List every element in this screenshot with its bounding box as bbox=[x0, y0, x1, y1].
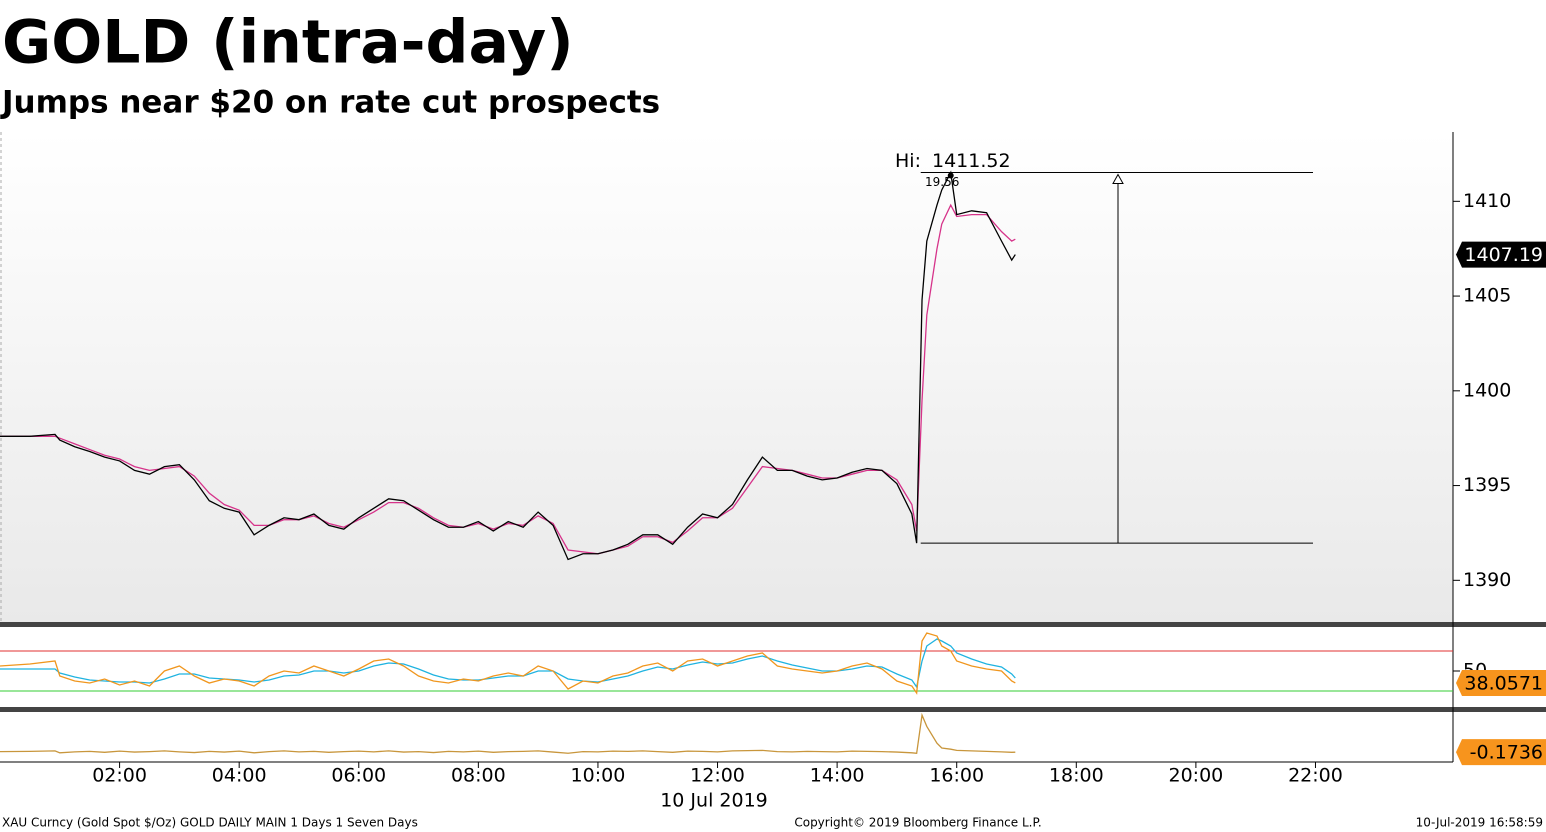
panel-separator bbox=[0, 622, 1546, 627]
series-line bbox=[0, 712, 1016, 754]
y-tick-label: 1390 bbox=[1463, 569, 1511, 591]
series-line bbox=[0, 203, 1016, 555]
chart-title: GOLD (intra-day) bbox=[2, 8, 574, 78]
x-tick-label: 12:00 bbox=[690, 765, 745, 787]
value-tag-label: -0.1736 bbox=[1470, 742, 1543, 764]
x-tick-label: 22:00 bbox=[1288, 765, 1343, 787]
footer-copyright: Copyright© 2019 Bloomberg Finance L.P. bbox=[794, 816, 1041, 830]
x-tick-label: 04:00 bbox=[212, 765, 267, 787]
arrow-head bbox=[1112, 173, 1124, 185]
value-tag-label: 38.0571 bbox=[1464, 672, 1543, 694]
series-line bbox=[0, 638, 1016, 689]
high-label: Hi: bbox=[895, 150, 921, 172]
high-marker bbox=[947, 172, 954, 179]
x-tick-label: 16:00 bbox=[929, 765, 984, 787]
x-tick-label: 02:00 bbox=[92, 765, 147, 787]
y-tick-label: 1405 bbox=[1463, 285, 1511, 307]
x-tick-label: 06:00 bbox=[331, 765, 386, 787]
x-tick-label: 10:00 bbox=[571, 765, 626, 787]
series-line bbox=[0, 170, 1016, 561]
value-tag-label: 1407.19 bbox=[1464, 244, 1543, 266]
value-tag bbox=[1456, 241, 1546, 268]
y-tick-label: 1395 bbox=[1463, 474, 1511, 496]
y-tick-label: 1400 bbox=[1463, 379, 1511, 401]
plot-background bbox=[0, 132, 1453, 622]
high-value: 1411.52 bbox=[932, 150, 1011, 172]
chart-subtitle: Jumps near $20 on rate cut prospects bbox=[0, 85, 660, 121]
x-tick-label: 08:00 bbox=[451, 765, 506, 787]
x-tick-label: 18:00 bbox=[1049, 765, 1104, 787]
footer-timestamp: 10-Jul-2019 16:58:59 bbox=[1416, 816, 1543, 830]
value-tag bbox=[1456, 669, 1546, 696]
footer-source: XAU Curncy (Gold Spot $/Oz) GOLD DAILY M… bbox=[2, 816, 418, 830]
x-tick-label: 20:00 bbox=[1169, 765, 1224, 787]
value-tag bbox=[1456, 739, 1546, 766]
y-tick-label: 1410 bbox=[1463, 190, 1511, 212]
panel-separator bbox=[0, 707, 1546, 712]
date-label: 10 Jul 2019 bbox=[660, 790, 768, 812]
series-line bbox=[0, 632, 1016, 695]
x-tick-label: 14:00 bbox=[810, 765, 865, 787]
range-label: 19.56 bbox=[925, 175, 959, 189]
